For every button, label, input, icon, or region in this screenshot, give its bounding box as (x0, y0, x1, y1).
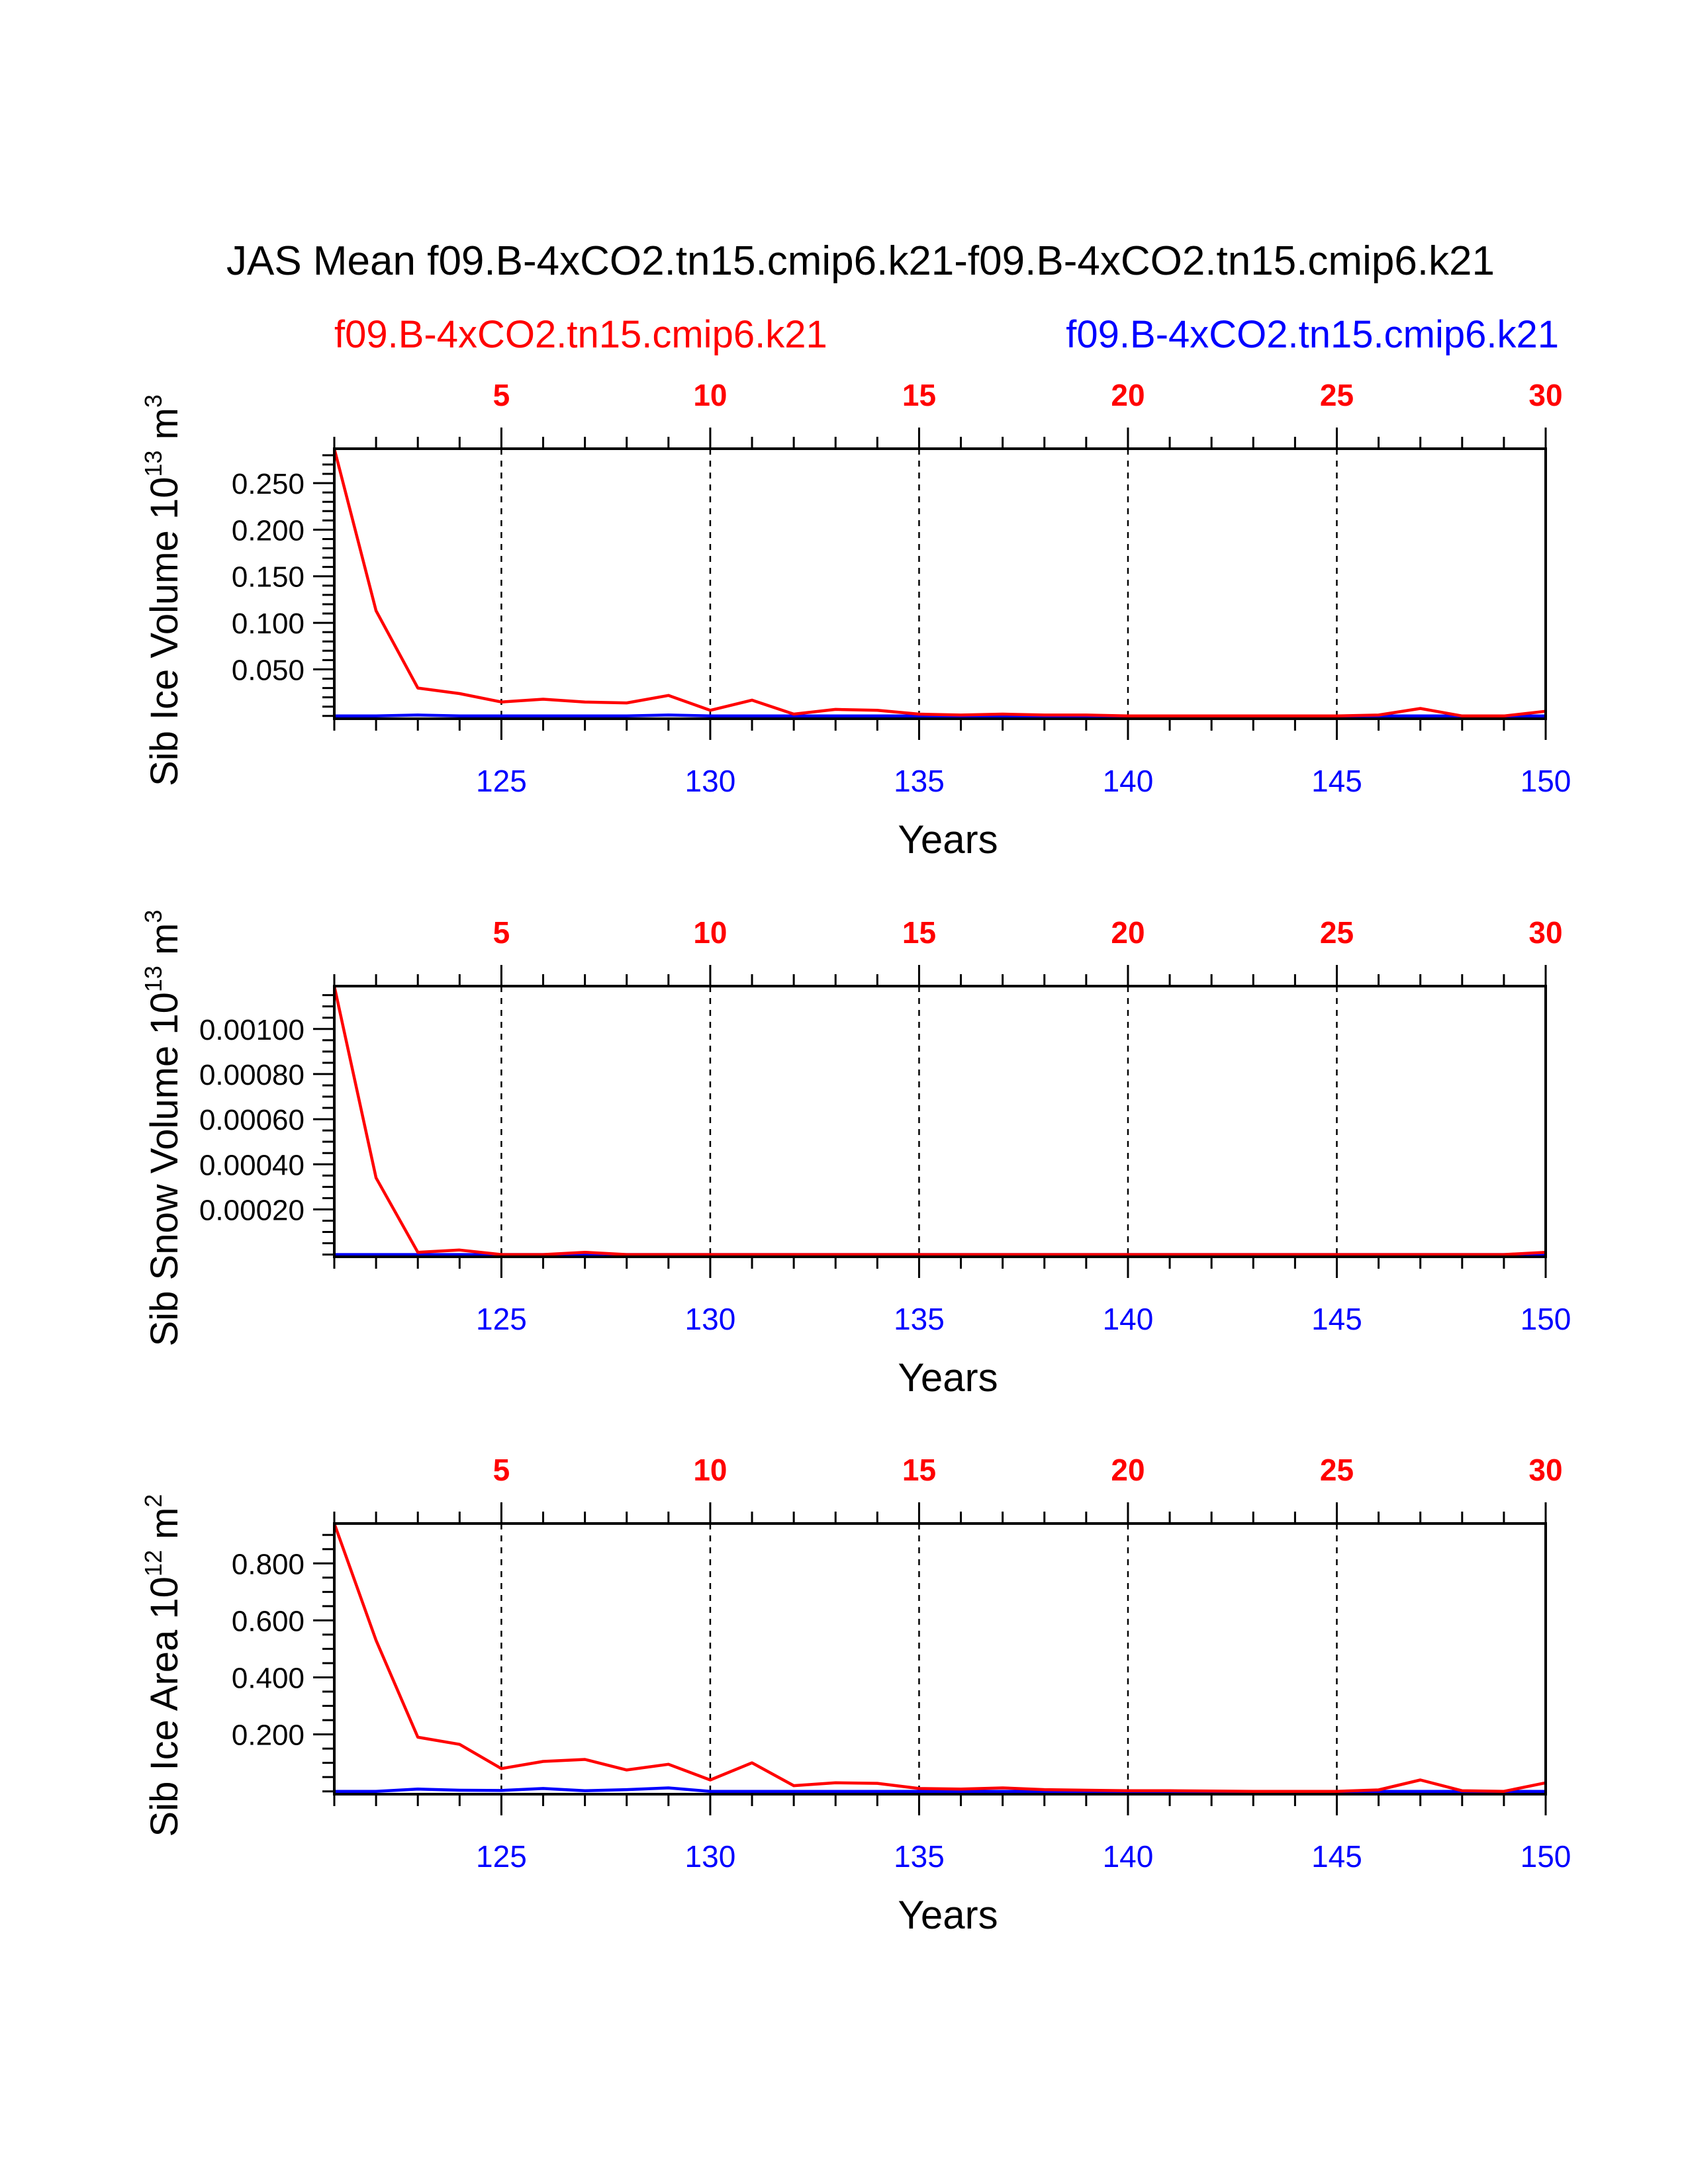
plot-frame (333, 447, 1547, 720)
x-top-tick-label: 20 (1111, 1453, 1145, 1487)
x-bottom-tick-label: 145 (1311, 1302, 1362, 1336)
x-top-tick-label: 25 (1320, 378, 1354, 412)
x-bottom-tick-label: 150 (1521, 1302, 1571, 1336)
series-line-red (332, 1523, 1546, 1793)
y-tick-label: 0.100 (232, 608, 305, 640)
x-top-tick-label: 15 (902, 378, 936, 412)
x-bottom-tick-label: 150 (1521, 764, 1571, 798)
x-top-tick-label: 30 (1528, 1453, 1562, 1487)
y-tick-label: 0.400 (232, 1662, 305, 1694)
y-tick-label: 0.150 (232, 561, 305, 594)
panel-ice-volume: 0.050 0.100 0.150 0.200 0.250 125 130 135 140 145… (140, 378, 1571, 862)
x-top-tick-label: 15 (902, 915, 936, 950)
x-bottom-tick-label: 140 (1103, 1839, 1154, 1874)
x-bottom-tick-label: 130 (685, 1839, 736, 1874)
x-top-tick-label: 10 (693, 915, 727, 950)
x-top-tick-label: 20 (1111, 378, 1145, 412)
x-bottom-tick-label: 130 (685, 1302, 736, 1336)
y-tick-label: 0.200 (232, 1719, 305, 1752)
y-tick-label: 0.800 (232, 1548, 305, 1580)
x-bottom-tick-label: 135 (894, 1302, 945, 1336)
x-bottom-tick-label: 125 (476, 764, 527, 798)
y-tick-label: 0.00040 (199, 1149, 305, 1181)
y-axis-title: Sib Ice Area 1012 m2 (140, 1494, 186, 1837)
y-tick-label: 0.00080 (199, 1059, 305, 1091)
series-line-red (332, 448, 1546, 718)
x-top-tick-label: 5 (493, 1453, 510, 1487)
x-bottom-tick-label: 125 (476, 1839, 527, 1874)
legend-right: f09.B-4xCO2.tn15.cmip6.k21 (1066, 313, 1559, 356)
y-tick-label: 0.200 (232, 514, 305, 547)
panel-snow-volume: 0.00020 0.00040 0.00060 0.00080 0.00100 125 13… (140, 910, 1571, 1400)
x-top-tick-label: 5 (493, 915, 510, 950)
x-bottom-tick-label: 140 (1103, 764, 1154, 798)
x-bottom-tick-label: 135 (894, 1839, 945, 1874)
panel-ice-area: 0.200 0.400 0.600 0.800 125 130 135 140 145 150 5 1… (140, 1453, 1571, 1937)
x-bottom-tick-label: 135 (894, 764, 945, 798)
y-tick-label: 0.600 (232, 1605, 305, 1637)
x-bottom-tick-label: 150 (1521, 1839, 1571, 1874)
series-line-red (332, 985, 1546, 1256)
y-tick-label: 0.250 (232, 468, 305, 500)
plot-frame (333, 1522, 1547, 1796)
y-tick-label: 0.050 (232, 654, 305, 686)
plot-frame (333, 985, 1547, 1258)
x-top-tick-label: 10 (693, 1453, 727, 1487)
x-axis-title: Years (898, 817, 998, 862)
y-axis-title: Sib Snow Volume 1013 m3 (140, 910, 186, 1347)
y-tick-label: 0.00100 (199, 1014, 305, 1046)
x-top-tick-label: 5 (493, 378, 510, 412)
x-bottom-tick-label: 145 (1311, 1839, 1362, 1874)
x-top-tick-label: 25 (1320, 1453, 1354, 1487)
x-bottom-tick-label: 145 (1311, 764, 1362, 798)
y-axis-title: Sib Ice Volume 1013 m3 (140, 394, 186, 786)
y-tick-label: 0.00060 (199, 1104, 305, 1136)
x-bottom-tick-label: 140 (1103, 1302, 1154, 1336)
x-top-tick-label: 30 (1528, 915, 1562, 950)
legend-left: f09.B-4xCO2.tn15.cmip6.k21 (334, 313, 827, 356)
x-top-tick-label: 20 (1111, 915, 1145, 950)
y-tick-label: 0.00020 (199, 1194, 305, 1226)
x-axis-title: Years (898, 1893, 998, 1937)
x-bottom-tick-label: 130 (685, 764, 736, 798)
x-bottom-tick-label: 125 (476, 1302, 527, 1336)
x-top-tick-label: 10 (693, 378, 727, 412)
x-top-tick-label: 15 (902, 1453, 936, 1487)
chart-title: JAS Mean f09.B-4xCO2.tn15.cmip6.k21-f09.… (226, 238, 1495, 284)
x-axis-title: Years (898, 1355, 998, 1400)
x-top-tick-label: 25 (1320, 915, 1354, 950)
x-top-tick-label: 30 (1528, 378, 1562, 412)
